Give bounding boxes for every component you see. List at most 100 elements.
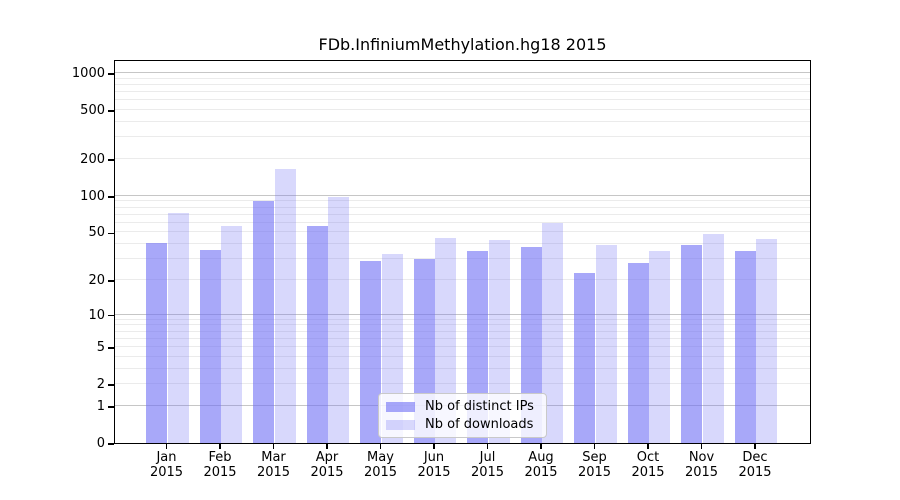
y-tick-label-200: 200 bbox=[80, 151, 105, 167]
y-tick-mark bbox=[108, 110, 114, 112]
y-tick-label-1000: 1000 bbox=[71, 66, 105, 81]
gridline-minor bbox=[115, 83, 810, 85]
x-tick-label-aug: Aug 2015 bbox=[524, 450, 558, 480]
bar-ips-nov bbox=[681, 245, 703, 443]
x-tick-mark bbox=[647, 444, 649, 449]
x-tick-mark bbox=[379, 444, 382, 449]
bar-downloads-dec bbox=[756, 239, 778, 443]
y-tick-mark bbox=[108, 406, 114, 408]
y-tick-label-2: 2 bbox=[96, 377, 105, 393]
y-tick-label-50: 50 bbox=[88, 225, 105, 241]
legend-swatch-downloads bbox=[386, 419, 415, 430]
x-tick-mark bbox=[219, 444, 221, 449]
x-tick-label-nov: Nov 2015 bbox=[684, 450, 719, 480]
x-tick-mark bbox=[486, 444, 489, 449]
gridline-minor bbox=[115, 200, 810, 202]
legend: Nb of distinct IPs Nb of downloads bbox=[378, 393, 547, 438]
y-tick-label-10: 10 bbox=[88, 307, 105, 323]
gridline-major bbox=[115, 194, 810, 196]
y-tick-mark bbox=[108, 73, 114, 75]
bar-downloads-sep bbox=[595, 245, 617, 443]
gridline-minor bbox=[115, 324, 810, 326]
x-tick-label-apr: Apr 2015 bbox=[310, 450, 344, 480]
gridline-minor bbox=[115, 355, 810, 357]
legend-entry-downloads: Nb of downloads bbox=[386, 417, 539, 432]
x-tick-label-oct: Oct 2015 bbox=[631, 450, 665, 480]
gridline-minor bbox=[115, 136, 810, 138]
gridline-minor bbox=[115, 109, 810, 111]
y-tick-mark bbox=[108, 347, 114, 349]
x-tick-mark bbox=[165, 444, 168, 449]
legend-label-distinct-ips: Nb of distinct IPs bbox=[425, 399, 534, 414]
y-tick-mark bbox=[108, 280, 114, 282]
x-tick-label-dec: Dec 2015 bbox=[738, 450, 772, 480]
bar-downloads-aug bbox=[542, 222, 564, 443]
bar-ips-dec bbox=[734, 251, 756, 443]
gridline-minor bbox=[115, 91, 810, 93]
bar-downloads-jan bbox=[167, 212, 189, 443]
gridline-minor bbox=[115, 121, 810, 122]
gridline-minor bbox=[115, 278, 810, 280]
gridline-major bbox=[115, 72, 810, 74]
y-tick-mark bbox=[108, 232, 114, 235]
x-tick-label-sep: Sep 2015 bbox=[577, 450, 612, 480]
y-tick-label-5: 5 bbox=[96, 340, 105, 356]
gridline-minor bbox=[115, 99, 810, 101]
plot-area bbox=[114, 60, 811, 444]
x-tick-label-jun: Jun 2015 bbox=[417, 450, 451, 480]
bar-downloads-feb bbox=[221, 226, 243, 443]
y-tick-label-100: 100 bbox=[80, 188, 105, 204]
bar-ips-apr bbox=[306, 225, 328, 443]
bar-downloads-jun bbox=[435, 237, 457, 443]
gridline-minor bbox=[115, 231, 810, 233]
gridline-minor bbox=[115, 330, 810, 332]
x-tick-mark bbox=[326, 444, 328, 449]
bar-ips-oct bbox=[627, 262, 649, 443]
x-tick-label-feb: Feb 2015 bbox=[203, 450, 237, 480]
x-tick-mark bbox=[433, 444, 435, 449]
y-tick-mark bbox=[108, 443, 114, 445]
bar-downloads-apr bbox=[328, 196, 350, 443]
bar-downloads-oct bbox=[649, 251, 671, 443]
gridline-minor bbox=[115, 367, 810, 369]
y-tick-mark bbox=[108, 196, 114, 198]
y-tick-label-20: 20 bbox=[88, 272, 105, 288]
bar-downloads-jul bbox=[488, 240, 510, 443]
gridline-minor bbox=[115, 157, 810, 159]
y-tick-mark bbox=[108, 384, 114, 386]
y-tick-label-0: 0 bbox=[96, 436, 105, 451]
gridline-minor bbox=[115, 383, 810, 385]
gridline-minor bbox=[115, 346, 810, 348]
gridline-minor bbox=[115, 221, 810, 223]
y-tick-mark bbox=[108, 159, 114, 161]
x-tick-label-may: May 2015 bbox=[363, 450, 398, 480]
x-tick-mark bbox=[700, 444, 703, 449]
gridline-minor bbox=[115, 258, 810, 260]
gridline-minor bbox=[115, 77, 810, 79]
gridline-minor bbox=[115, 213, 810, 215]
bar-downloads-mar bbox=[274, 169, 296, 443]
x-tick-mark bbox=[754, 444, 756, 449]
y-tick-mark bbox=[108, 314, 114, 317]
gridline-minor bbox=[115, 318, 810, 320]
chart-title: FDb.InfiniumMethylation.hg18 2015 bbox=[318, 35, 607, 54]
bar-downloads-nov bbox=[702, 233, 724, 443]
y-tick-label-1: 1 bbox=[96, 398, 105, 414]
x-tick-label-mar: Mar 2015 bbox=[256, 450, 291, 480]
x-tick-mark bbox=[540, 444, 542, 449]
legend-entry-distinct-ips: Nb of distinct IPs bbox=[386, 399, 539, 414]
bar-ips-sep bbox=[574, 272, 596, 443]
gridline-major bbox=[115, 313, 810, 315]
x-tick-label-jan: Jan 2015 bbox=[149, 450, 184, 480]
legend-swatch-distinct-ips bbox=[386, 401, 415, 412]
bar-ips-mar bbox=[253, 201, 275, 443]
x-tick-label-jul: Jul 2015 bbox=[470, 450, 505, 480]
x-tick-mark bbox=[272, 444, 275, 449]
legend-label-downloads: Nb of downloads bbox=[425, 417, 534, 432]
gridline-minor bbox=[115, 243, 810, 245]
gridline-minor bbox=[115, 206, 810, 208]
bar-ips-may bbox=[360, 260, 382, 443]
gridline-minor bbox=[115, 337, 810, 339]
bar-ips-jan bbox=[146, 242, 168, 443]
